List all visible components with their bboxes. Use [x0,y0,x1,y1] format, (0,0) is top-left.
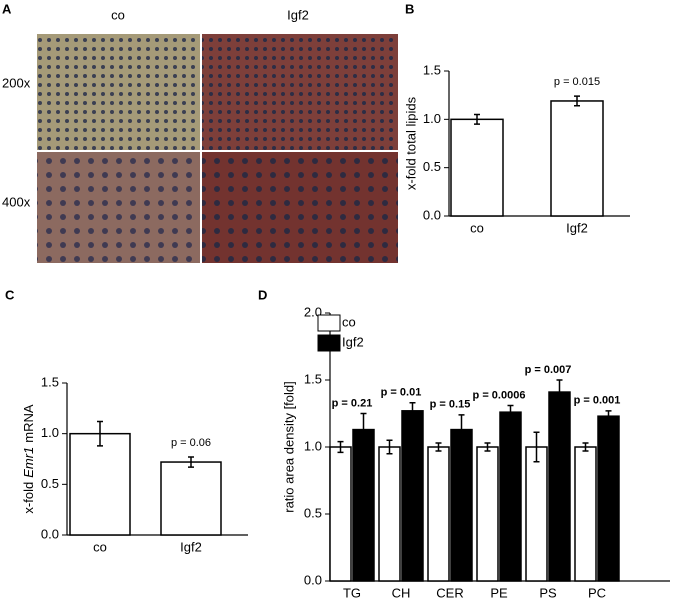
y-axis-label: x-fold total lipids [403,96,418,190]
y-tick-label: 1.5 [304,371,322,386]
error-bar [556,379,563,405]
error-bar [458,414,465,446]
bar [548,391,571,582]
bar [574,446,597,582]
y-tick-label: 0.0 [304,572,322,587]
bar [450,428,473,582]
micrograph [37,152,200,263]
error-bar [474,113,480,125]
annotation: p = 0.15 [430,399,471,411]
y-axis-label: ratio area density [fold] [281,381,296,513]
annotation: p = 0.06 [171,437,211,449]
y-tick-label: 0.0 [423,207,441,222]
annotation: p = 0.01 [381,387,422,399]
bar [69,432,131,536]
y-axis-label: x-fold Emr1 mRNA [21,404,36,513]
bar [401,410,424,582]
y-tick-label: 1.5 [41,374,59,389]
x-tick-label: PS [539,585,557,600]
y-tick-label: 0.0 [41,526,59,541]
micrographs [37,34,398,263]
error-bar [605,410,612,423]
x-tick-label: co [470,220,484,235]
y-tick-label: 0.5 [41,476,59,491]
bar [329,446,352,582]
legend-label: Igf2 [342,334,364,349]
error-bar [337,440,344,454]
error-bar [574,95,580,107]
panel-label: C [5,287,15,302]
x-tick-label: PC [588,585,606,600]
bar [525,446,548,582]
error-bar [360,412,367,447]
row-label: 400x [2,194,31,209]
error-bar [386,439,393,455]
x-tick-label: TG [343,585,361,600]
error-bar [533,431,540,463]
micrograph [202,152,398,263]
annotation: p = 0.007 [525,364,572,376]
y-tick-label: 2.0 [304,304,322,319]
bar [352,428,375,582]
panel-label: D [258,287,267,302]
bar [476,446,499,582]
panel-label: A [2,1,12,16]
annotation: p = 0.015 [554,76,600,88]
x-tick-label: Igf2 [566,220,588,235]
x-tick-label: co [93,539,107,554]
error-bar [97,420,103,447]
y-tick-label: 0.5 [423,159,441,174]
y-tick-label: 1.5 [423,62,441,77]
x-tick-label: CH [392,585,411,600]
error-bar [507,404,514,420]
bar [499,411,522,582]
micrograph [37,34,200,150]
micrograph [202,34,398,150]
error-bar [409,402,416,420]
legend-label: co [342,314,356,329]
x-tick-label: CER [436,585,463,600]
legend-swatch [317,314,341,332]
column-label: Igf2 [287,7,309,22]
y-axis-label-part: mRNA [21,404,36,443]
legend-swatch [317,334,341,352]
y-axis-label-part: x-fold [21,482,36,514]
x-tick-label: PE [490,585,508,600]
annotation: p = 0.21 [332,397,373,409]
y-tick-label: 1.0 [304,438,322,453]
bar [378,446,401,582]
error-bar [188,456,194,468]
x-tick-label: Igf2 [180,539,202,554]
column-label: co [111,7,125,22]
bar [160,461,222,536]
y-axis-label-part: Emr1 [21,447,36,478]
annotation: p = 0.0006 [473,389,526,401]
panel-label: B [405,1,414,16]
error-bar [582,442,589,452]
bar [597,415,620,582]
y-tick-label: 1.0 [41,425,59,440]
bar [550,100,604,217]
y-tick-label: 1.0 [423,111,441,126]
error-bar [435,442,442,452]
bar [450,118,504,217]
error-bar [484,442,491,452]
bar [427,446,450,582]
y-tick-label: 0.5 [304,505,322,520]
annotation: p = 0.001 [574,395,621,407]
row-label: 200x [2,75,31,90]
